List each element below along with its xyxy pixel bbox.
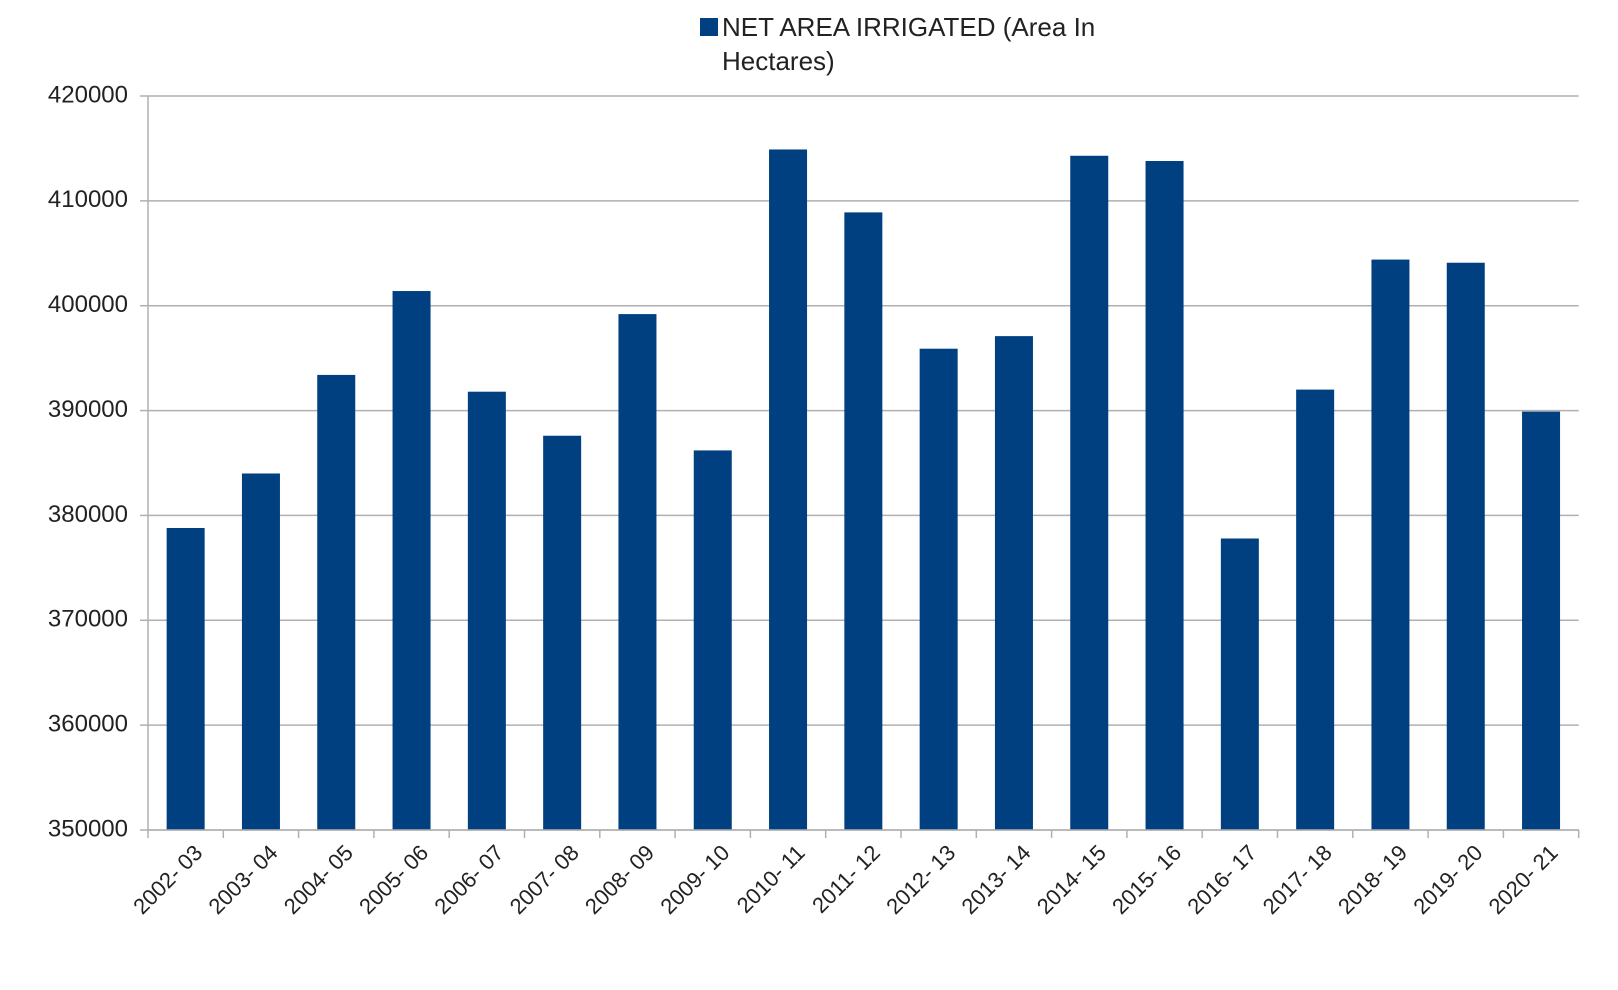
y-tick-label: 380000 (48, 501, 128, 528)
bar (392, 291, 431, 830)
x-tick-label: 2010- 11 (732, 840, 810, 918)
x-tick-label: 2012- 13 (881, 840, 960, 919)
bar (1446, 262, 1485, 830)
bar (1145, 161, 1184, 831)
bar (1296, 389, 1335, 830)
x-tick-label: 2013- 14 (956, 840, 1035, 919)
bar (769, 149, 808, 830)
bar (1522, 411, 1561, 830)
bar (1371, 259, 1410, 830)
bar (994, 336, 1033, 830)
x-tick-label: 2017- 18 (1258, 840, 1337, 919)
y-tick-label: 360000 (48, 710, 128, 737)
x-tick-label: 2011- 12 (807, 840, 885, 918)
y-tick-label: 400000 (48, 291, 128, 318)
bar (618, 314, 657, 830)
bar (467, 391, 506, 830)
x-tick-label: 2004- 05 (279, 840, 358, 919)
x-tick-label: 2006- 07 (429, 840, 508, 919)
bar (241, 473, 280, 830)
x-tick-label: 2008- 09 (580, 840, 659, 919)
bar (317, 374, 356, 830)
y-tick-label: 370000 (48, 606, 128, 633)
x-tick-label: 2020- 21 (1484, 840, 1563, 919)
x-tick-label: 2003- 04 (203, 840, 282, 919)
x-tick-label: 2009- 10 (655, 840, 734, 919)
bar (1070, 155, 1109, 831)
y-tick-label: 420000 (48, 81, 128, 108)
y-tick-label: 350000 (48, 815, 128, 842)
y-tick-label: 410000 (48, 186, 128, 213)
x-tick-label: 2005- 06 (354, 840, 433, 919)
legend-swatch (700, 18, 718, 36)
bar (693, 450, 732, 830)
x-tick-label: 2018- 19 (1333, 840, 1412, 919)
bar (844, 212, 883, 831)
x-tick-label: 2007- 08 (505, 840, 584, 919)
bar (543, 435, 582, 830)
bar (166, 528, 205, 830)
x-tick-label: 2016- 17 (1182, 840, 1261, 919)
legend-label: NET AREA IRRIGATED (Area In Hectares) (722, 12, 1096, 76)
bar (1220, 538, 1259, 830)
x-tick-label: 2002- 03 (128, 840, 207, 919)
legend: NET AREA IRRIGATED (Area In Hectares) (700, 10, 1170, 78)
y-tick-label: 390000 (48, 396, 128, 423)
x-tick-label: 2019- 20 (1408, 840, 1487, 919)
x-tick-label: 2015- 16 (1107, 840, 1186, 919)
bar (919, 348, 958, 830)
x-tick-label: 2014- 15 (1032, 840, 1111, 919)
